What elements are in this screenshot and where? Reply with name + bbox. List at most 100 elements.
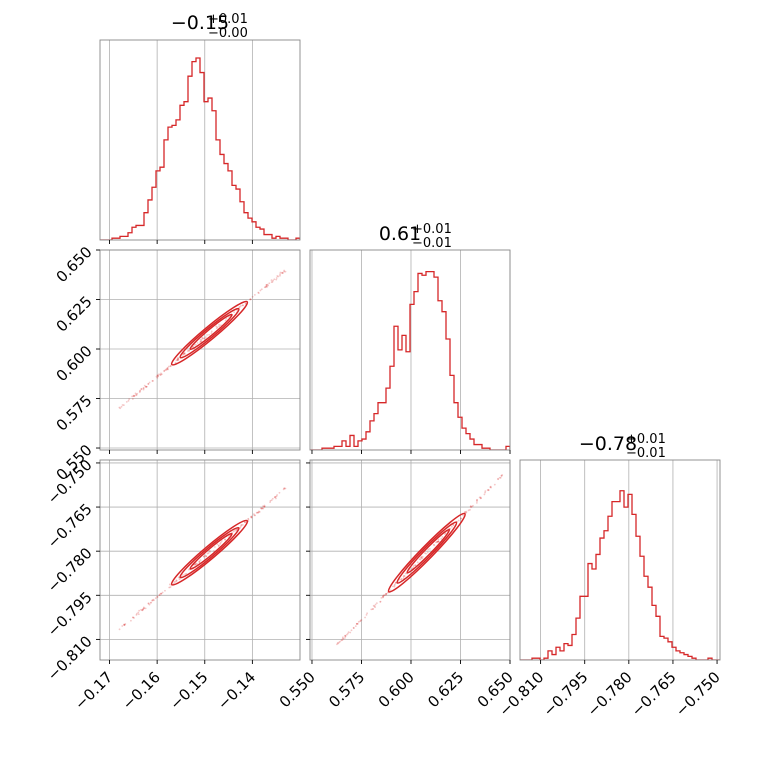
- scatter-point: [158, 594, 161, 597]
- scatter-point: [383, 594, 386, 597]
- scatter-point: [375, 602, 378, 605]
- scatter-point: [436, 540, 439, 543]
- scatter-point: [338, 641, 341, 644]
- scatter-point: [356, 622, 358, 625]
- scatter-point: [176, 357, 179, 360]
- scatter-point: [267, 284, 269, 287]
- scatter-point: [240, 304, 242, 307]
- scatter-point: [259, 289, 262, 292]
- scatter-point: [452, 524, 455, 526]
- y-tick-label: −0.780: [44, 544, 96, 596]
- scatter-point: [273, 496, 276, 499]
- x-tick-label: 0.550: [276, 668, 319, 711]
- scatter-point: [247, 518, 250, 521]
- scatter-point: [382, 595, 385, 598]
- scatter-point: [151, 599, 154, 602]
- scatter-point: [205, 336, 207, 338]
- scatter-point: [131, 395, 134, 398]
- x-tick-label: −0.750: [672, 668, 724, 720]
- scatter-point: [366, 612, 368, 615]
- scatter-point: [382, 596, 384, 599]
- scatter-point: [476, 498, 478, 501]
- scatter-point: [384, 594, 387, 596]
- scatter-point: [183, 352, 186, 355]
- scatter-point: [383, 594, 385, 597]
- scatter-point: [178, 578, 181, 581]
- x-tick-label: −0.765: [628, 668, 680, 720]
- scatter-point: [138, 391, 141, 394]
- scatter-point: [483, 493, 486, 496]
- contour-level: [179, 307, 240, 359]
- scatter-point: [420, 556, 423, 559]
- scatter-point: [140, 388, 143, 390]
- scatter-point: [174, 361, 177, 364]
- scatter-point: [394, 583, 396, 586]
- contour-level: [387, 512, 466, 593]
- scatter-point: [262, 507, 265, 510]
- scatter-point: [132, 394, 135, 397]
- scatter-point: [281, 272, 284, 275]
- scatter-point: [426, 551, 429, 554]
- scatter-point: [250, 516, 253, 519]
- scatter-point: [354, 625, 357, 628]
- scatter-point: [385, 593, 387, 595]
- scatter-point: [373, 605, 376, 608]
- scatter-point: [489, 486, 492, 489]
- title-param-1-upper: +0.01: [208, 12, 248, 27]
- x-tick-label: −0.780: [584, 668, 636, 720]
- scatter-point: [462, 514, 464, 517]
- scatter-point: [203, 337, 206, 340]
- scatter-point: [341, 639, 344, 642]
- scatter-point: [203, 555, 205, 558]
- scatter-point: [501, 474, 504, 476]
- scatter-point: [437, 540, 440, 543]
- scatter-point: [156, 375, 159, 378]
- scatter-point: [145, 385, 147, 388]
- scatter-point: [192, 345, 194, 348]
- scatter-point: [419, 558, 422, 561]
- scatter-point: [235, 528, 238, 531]
- scatter-point: [380, 596, 383, 599]
- x-tick-label: 0.600: [375, 668, 418, 711]
- scatter-point: [416, 561, 419, 564]
- y-tick-label: 0.650: [53, 243, 96, 286]
- scatter-point: [199, 341, 202, 343]
- scatter-point: [208, 333, 211, 336]
- histogram-line: [520, 490, 720, 660]
- scatter-point: [493, 483, 496, 486]
- scatter-point: [199, 559, 202, 562]
- scatter-point: [393, 584, 396, 587]
- panel-frame: [309, 459, 511, 661]
- scatter-point: [352, 626, 355, 629]
- scatter-point: [257, 291, 260, 294]
- scatter-point: [265, 285, 268, 288]
- scatter-point: [206, 552, 209, 555]
- scatter-point: [147, 382, 150, 385]
- hist-panel-2: [309, 249, 511, 454]
- scatter-point: [194, 563, 196, 566]
- scatter-point: [336, 643, 338, 646]
- scatter-point: [127, 399, 130, 402]
- scatter-point: [187, 349, 190, 352]
- scatter-point: [163, 370, 166, 373]
- scatter-point: [499, 476, 502, 479]
- scatter-point: [279, 273, 281, 276]
- scatter-point: [151, 380, 154, 382]
- scatter-point: [195, 562, 197, 565]
- scatter-point: [436, 540, 439, 543]
- scatter-point: [385, 593, 388, 595]
- scatter-point: [268, 282, 271, 285]
- scatter-point: [275, 495, 278, 498]
- title-param-3-lower: −0.01: [626, 446, 666, 461]
- scatter-point: [263, 505, 266, 508]
- scatter-point: [166, 368, 169, 370]
- scatter-point: [199, 340, 202, 343]
- scatter-point: [241, 524, 244, 526]
- y-tick-label: −0.795: [44, 588, 96, 640]
- scatter-point: [212, 550, 215, 552]
- scatter-point: [139, 389, 142, 392]
- scatter-point: [349, 631, 352, 634]
- contour-level: [170, 300, 249, 366]
- scatter-point: [128, 398, 131, 400]
- scatter-point: [486, 489, 489, 491]
